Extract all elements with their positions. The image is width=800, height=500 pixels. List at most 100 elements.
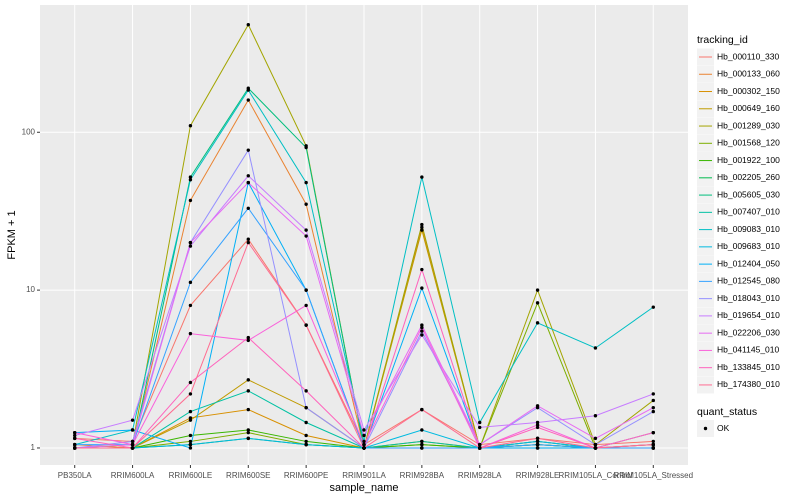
point bbox=[246, 180, 250, 185]
point bbox=[420, 333, 424, 337]
point bbox=[188, 409, 193, 414]
point bbox=[188, 280, 193, 285]
point bbox=[535, 420, 540, 425]
legend-label: Hb_009683_010 bbox=[717, 241, 780, 251]
point bbox=[188, 240, 193, 245]
point bbox=[420, 325, 424, 330]
legend-label: Hb_005605_030 bbox=[717, 189, 780, 199]
point bbox=[420, 222, 424, 227]
point bbox=[304, 323, 308, 327]
point bbox=[246, 23, 250, 27]
x-tick-label: RRIM600SE bbox=[226, 471, 270, 480]
y-tick-label: 10 bbox=[26, 285, 35, 294]
point bbox=[246, 240, 250, 245]
point bbox=[130, 428, 135, 432]
point bbox=[535, 404, 540, 408]
point bbox=[420, 442, 424, 447]
x-tick-label: RRIM105LA_Stressed bbox=[613, 471, 693, 480]
x-axis-title: sample_name bbox=[329, 482, 398, 494]
point bbox=[246, 237, 250, 241]
legend-label: Hb_018043_010 bbox=[717, 293, 780, 303]
x-tick-label: RRIM928LA bbox=[458, 471, 502, 480]
point bbox=[246, 430, 250, 435]
point bbox=[188, 331, 193, 336]
point bbox=[73, 446, 77, 450]
point bbox=[535, 288, 540, 292]
point bbox=[246, 378, 250, 382]
point bbox=[651, 405, 655, 410]
legend-label: Hb_000649_160 bbox=[717, 103, 780, 113]
point bbox=[420, 439, 424, 444]
legend-label: Hb_001289_030 bbox=[717, 120, 780, 130]
legend-label: Hb_007407_010 bbox=[717, 207, 780, 217]
point bbox=[593, 442, 598, 447]
y-axis-title: FPKM + 1 bbox=[6, 210, 18, 259]
point bbox=[188, 446, 193, 450]
x-tick-label: RRIM928BA bbox=[400, 471, 445, 480]
x-tick-label: RRIM600LE bbox=[169, 471, 213, 480]
legend-label: Hb_012404_050 bbox=[717, 258, 780, 268]
point-legend-label: OK bbox=[717, 423, 730, 433]
point bbox=[188, 418, 193, 422]
legend-label: Hb_001568_120 bbox=[717, 138, 780, 148]
x-tick-label: RRIM901LA bbox=[342, 471, 386, 480]
point bbox=[362, 433, 366, 438]
point bbox=[246, 407, 250, 412]
point bbox=[188, 433, 193, 438]
point bbox=[130, 439, 135, 444]
legend-label: Hb_009083_010 bbox=[717, 224, 780, 234]
point bbox=[246, 436, 250, 441]
legend-label: Hb_001922_100 bbox=[717, 155, 780, 165]
point bbox=[304, 420, 308, 425]
point bbox=[188, 392, 193, 396]
point bbox=[188, 124, 193, 128]
point bbox=[304, 288, 308, 292]
point bbox=[73, 442, 77, 447]
point bbox=[420, 267, 424, 272]
point bbox=[188, 439, 193, 444]
point bbox=[188, 178, 193, 182]
point bbox=[246, 88, 250, 92]
point bbox=[188, 244, 193, 248]
point bbox=[362, 446, 366, 450]
point bbox=[304, 234, 308, 238]
x-tick-label: PB350LA bbox=[58, 471, 92, 480]
point bbox=[130, 446, 135, 450]
point bbox=[304, 442, 308, 447]
point bbox=[304, 405, 308, 410]
point bbox=[593, 346, 598, 350]
point bbox=[246, 174, 250, 178]
point bbox=[535, 436, 540, 441]
point bbox=[478, 446, 482, 450]
point bbox=[188, 175, 193, 179]
point bbox=[304, 180, 308, 185]
point bbox=[420, 286, 424, 290]
legend-label: Hb_019654_010 bbox=[717, 310, 780, 320]
point bbox=[535, 301, 540, 305]
point bbox=[130, 418, 135, 422]
point bbox=[651, 430, 655, 435]
point bbox=[304, 228, 308, 232]
point bbox=[535, 446, 540, 450]
legend-label: Hb_022206_030 bbox=[717, 327, 780, 337]
point bbox=[420, 446, 424, 450]
legend-title: tracking_id bbox=[697, 34, 748, 46]
point bbox=[188, 303, 193, 308]
point bbox=[478, 442, 482, 447]
point bbox=[535, 439, 540, 444]
point bbox=[420, 225, 424, 229]
point bbox=[651, 392, 655, 396]
legend-point bbox=[703, 426, 708, 431]
x-tick-label: RRIM600LA bbox=[111, 471, 155, 480]
x-tick-label: RRIM928LE bbox=[516, 471, 560, 480]
point bbox=[246, 428, 250, 432]
point bbox=[73, 433, 77, 438]
point bbox=[420, 323, 424, 327]
point bbox=[420, 329, 424, 333]
point bbox=[535, 425, 540, 430]
point bbox=[420, 228, 424, 232]
legend-label: Hb_000302_150 bbox=[717, 86, 780, 96]
point bbox=[130, 442, 135, 447]
point bbox=[246, 148, 250, 152]
